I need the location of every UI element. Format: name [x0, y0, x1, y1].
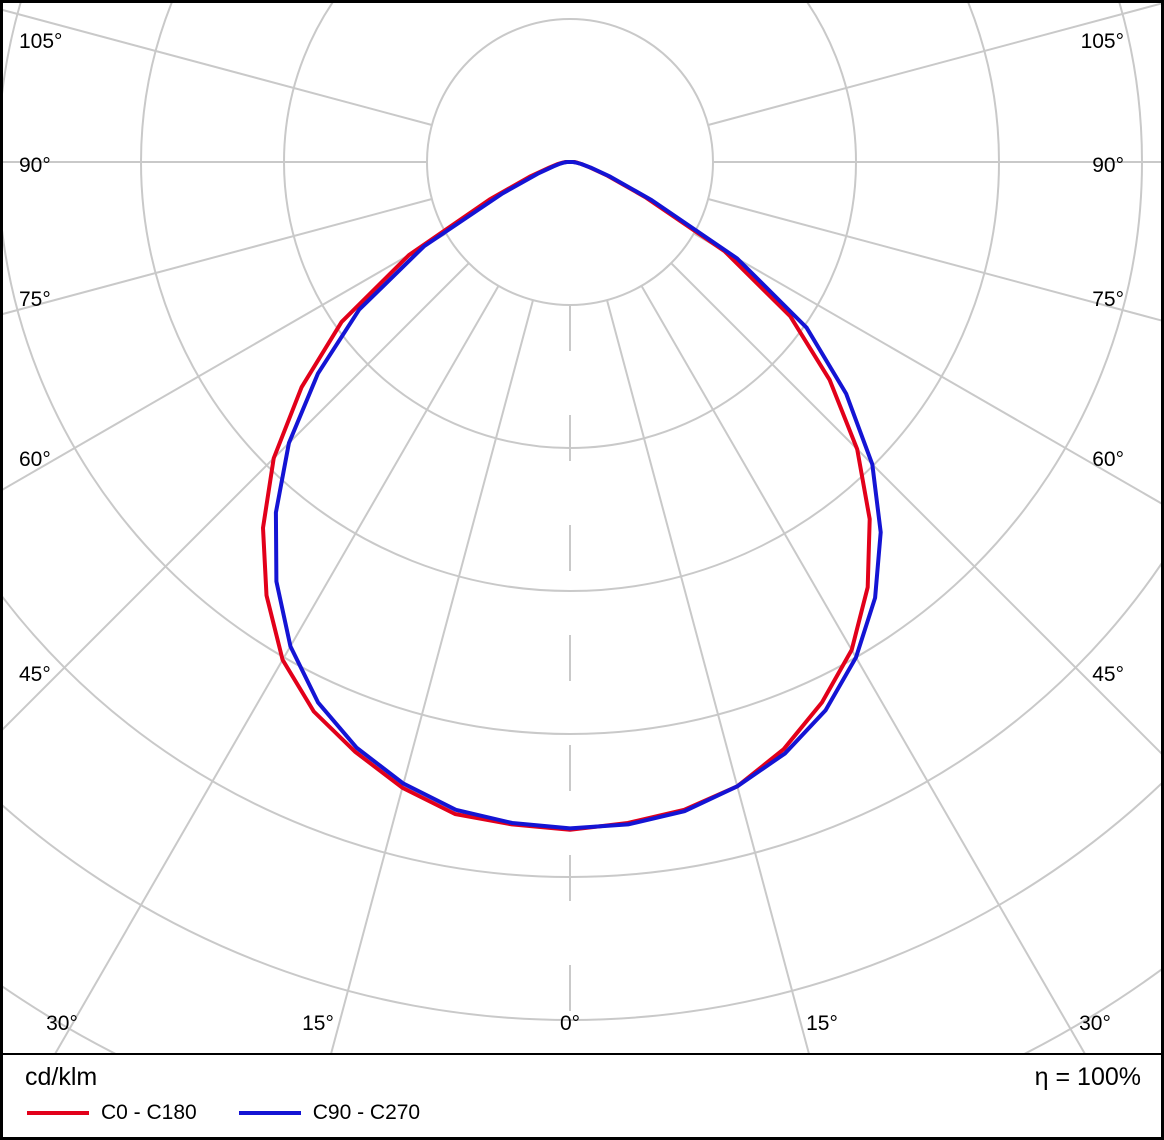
legend-label-c0-c180: C0 - C180 — [101, 1101, 197, 1124]
grid-radial-line — [3, 9, 433, 126]
grid-radial-line — [3, 198, 433, 315]
legend-item-c0-c180: C0 - C180 — [27, 1101, 197, 1125]
legend-item-c90-c270: C90 - C270 — [238, 1101, 421, 1125]
angle-label: 0° — [560, 1012, 580, 1035]
grid-ring — [140, 3, 1000, 592]
grid-radial-line — [54, 285, 500, 1053]
angle-label: 60° — [19, 448, 51, 471]
angle-label: 30° — [1079, 1012, 1111, 1035]
polar-grid — [3, 3, 1161, 1053]
angle-label: 105° — [1081, 30, 1124, 53]
curve-c0-c180 — [261, 160, 872, 832]
angle-label: 105° — [19, 30, 62, 53]
grid-radial-line — [640, 285, 1086, 1053]
grid-radial-line — [693, 232, 1161, 505]
grid-radial-line — [707, 198, 1161, 322]
grid-radial-line — [670, 262, 1161, 755]
footer: cd/klm η = 100% C0 - C180 C90 - C270 — [3, 1055, 1161, 1137]
angle-label: 90° — [19, 154, 51, 177]
efficiency-label: η = 100% — [1034, 1063, 1141, 1091]
grid-ring — [3, 968, 1161, 1053]
grid-ring — [3, 562, 1161, 878]
angle-label: 15° — [806, 1012, 838, 1035]
legend-color-line-c90-c270 — [238, 1111, 301, 1115]
grid-ring — [3, 3, 1143, 735]
angle-label: 45° — [1092, 663, 1124, 686]
angle-label: 75° — [19, 288, 51, 311]
angle-label: 45° — [19, 663, 51, 686]
legend-label-c90-c270: C90 - C270 — [312, 1101, 421, 1124]
chart-footer-divider — [3, 1053, 1161, 1055]
grid-ring — [3, 782, 1161, 1021]
grid-ring — [283, 3, 857, 449]
angle-labels: 105° 105° 90° 90° 75° 75° 60° 60° 45° 45° 30° 15° 0°… — [19, 30, 1124, 1035]
angle-label: 30° — [46, 1012, 78, 1035]
unit-label: cd/klm — [25, 1063, 98, 1091]
grid-radial-line — [330, 299, 534, 1053]
curve-c90-c270 — [273, 160, 883, 831]
grid-radial-line — [3, 262, 470, 731]
grid-radial-line — [3, 232, 447, 491]
angle-label: 60° — [1092, 448, 1124, 471]
polar-intensity-chart: 105° 105° 90° 90° 75° 75° 60° 60° 45° 45° 30° 15° 0°… — [3, 3, 1161, 1053]
legend-color-line-c0-c180 — [27, 1111, 89, 1115]
angle-label: 75° — [1092, 288, 1124, 311]
legend: C0 - C180 C90 - C270 — [3, 1092, 1161, 1125]
angle-label: 90° — [1092, 154, 1124, 177]
angle-label: 15° — [302, 1012, 334, 1035]
grid-radial-line — [707, 3, 1161, 126]
footer-top-row: cd/klm η = 100% — [3, 1055, 1161, 1092]
grid-radial-line — [606, 299, 810, 1053]
